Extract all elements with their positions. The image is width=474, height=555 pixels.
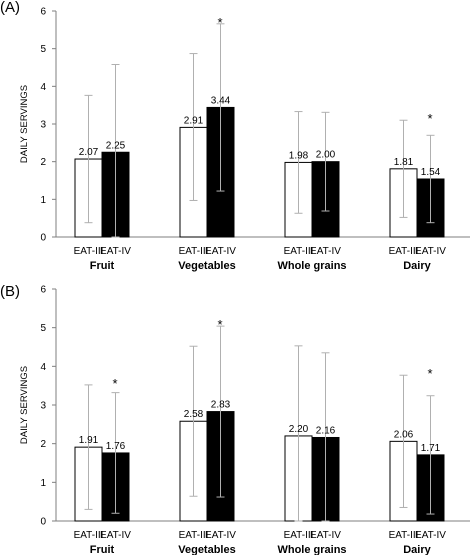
y-tick-label: 2: [40, 439, 46, 450]
x-series-label: EAT-III: [284, 246, 314, 257]
data-label: 2.16: [316, 425, 336, 436]
significance-marker: *: [427, 111, 432, 126]
x-series-label: EAT-III: [74, 246, 104, 257]
x-series-label: EAT-IV: [415, 530, 446, 541]
x-series-label: EAT-IV: [205, 530, 236, 541]
data-label: 2.00: [316, 150, 336, 161]
category-label: Vegetables: [178, 260, 235, 272]
data-label: 1.98: [289, 150, 309, 161]
y-tick-label: 5: [40, 323, 46, 334]
y-tick-label: 6: [40, 285, 46, 296]
x-series-label: EAT-IV: [310, 530, 341, 541]
x-series-label: EAT-III: [179, 530, 209, 541]
panel-label: (A): [0, 0, 20, 16]
category-label: Fruit: [90, 544, 115, 555]
y-axis-title: DAILY SERVINGS: [19, 85, 30, 163]
data-label: 2.07: [79, 147, 99, 158]
y-tick-label: 3: [40, 401, 46, 412]
x-series-label: EAT-III: [284, 530, 314, 541]
panel-label: (B): [0, 283, 20, 300]
data-label: 1.71: [421, 443, 441, 454]
data-label: 2.20: [289, 424, 309, 435]
category-label: Dairy: [403, 544, 431, 555]
y-tick-label: 3: [40, 120, 46, 131]
chart-panel-a: (A) 0 1 2 3 4 5 6 DAILY SERVINGS 2.07 EAT-III 2.25 E…: [0, 0, 470, 272]
chart-panel-b: (B) 0 1 2 3 4 5 6 DAILY SERVINGS 1.91 EAT-III 1.76 E…: [0, 283, 470, 555]
y-tick-label: 0: [40, 233, 46, 244]
data-label: 2.06: [394, 429, 414, 440]
x-series-label: EAT-IV: [205, 246, 236, 257]
data-label: 1.81: [394, 157, 414, 168]
x-series-label: EAT-III: [74, 530, 104, 541]
y-tick-label: 1: [40, 195, 46, 206]
significance-marker: *: [427, 366, 432, 381]
category-label: Fruit: [90, 260, 115, 272]
x-series-label: EAT-IV: [310, 246, 341, 257]
y-tick-label: 1: [40, 478, 46, 489]
data-label: 2.83: [211, 400, 231, 411]
data-label: 1.76: [106, 441, 126, 452]
y-tick-label: 4: [40, 82, 46, 93]
data-label: 2.91: [184, 115, 204, 126]
x-series-label: EAT-IV: [100, 530, 131, 541]
significance-marker: *: [217, 317, 222, 332]
y-tick-label: 4: [40, 362, 46, 373]
data-label: 1.54: [421, 167, 441, 178]
y-tick-label: 5: [40, 44, 46, 55]
x-series-label: EAT-IV: [415, 246, 446, 257]
x-series-label: EAT-III: [389, 246, 419, 257]
y-axis-title: DAILY SERVINGS: [19, 366, 30, 444]
x-series-label: EAT-IV: [100, 246, 131, 257]
y-tick-label: 2: [40, 157, 46, 168]
data-label: 1.91: [79, 435, 99, 446]
category-label: Dairy: [403, 260, 431, 272]
significance-marker: *: [112, 376, 117, 391]
x-series-label: EAT-III: [389, 530, 419, 541]
data-label: 3.44: [211, 95, 231, 106]
data-label: 2.58: [184, 409, 204, 420]
significance-marker: *: [217, 15, 222, 30]
y-tick-label: 0: [40, 517, 46, 528]
x-series-label: EAT-III: [179, 246, 209, 257]
category-label: Whole grains: [277, 260, 346, 272]
y-tick-label: 6: [40, 7, 46, 18]
data-label: 2.25: [106, 140, 126, 151]
category-label: Vegetables: [178, 544, 235, 555]
category-label: Whole grains: [277, 544, 346, 555]
